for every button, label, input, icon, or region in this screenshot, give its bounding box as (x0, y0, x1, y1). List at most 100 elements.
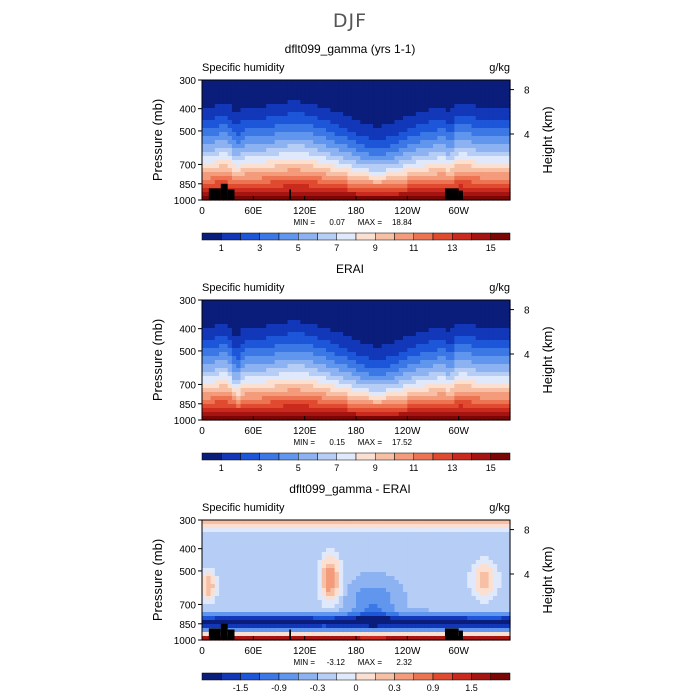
colorbar-label: 9 (373, 243, 378, 253)
colorbar-swatch (471, 672, 491, 681)
colorbar-swatch (221, 232, 241, 241)
stat-min-label: MIN = (293, 658, 315, 667)
stat-max-value: 2.32 (396, 658, 412, 667)
colorbar-label: 15 (486, 243, 496, 253)
colorbar-label: 1.5 (465, 683, 478, 693)
topography-block (458, 190, 463, 200)
colorbar-swatch (317, 452, 337, 461)
colorbar-label: 11 (409, 243, 418, 253)
pressure-tick-label: 400 (179, 545, 196, 556)
colorbar-label: 7 (334, 463, 339, 473)
colorbar-swatch (317, 672, 337, 681)
y-axis-right-label: Height (km) (540, 326, 555, 393)
colorbar-swatch (259, 672, 280, 681)
topography-block (208, 188, 221, 200)
lon-tick-label: 60E (244, 206, 262, 217)
colorbar-swatch (432, 452, 453, 461)
height-tick-label: 4 (524, 570, 530, 581)
colorbar-swatch (452, 452, 472, 461)
colorbar-label: -0.9 (271, 683, 287, 693)
stat-max-label: MAX = (358, 658, 383, 667)
colorbar-swatch (413, 452, 434, 461)
pressure-tick-label: 400 (179, 105, 196, 116)
height-tick-label: 8 (524, 526, 530, 537)
pressure-tick-label: 1000 (174, 196, 197, 207)
colorbar-swatch (298, 232, 318, 241)
pressure-tick-label: 1000 (174, 636, 197, 647)
stat-max-label: MAX = (358, 218, 383, 227)
pressure-tick-label: 300 (179, 76, 196, 87)
colorbar-swatch (375, 672, 395, 681)
topography-block (208, 628, 221, 640)
lon-tick-label: 120W (394, 206, 421, 217)
colorbar-swatch (278, 452, 299, 461)
colorbar-label: 0.9 (427, 683, 440, 693)
colorbar-swatch (471, 452, 491, 461)
y-axis-label: Pressure (mb) (150, 539, 165, 621)
colorbar-label: 1 (219, 243, 224, 253)
colorbar: 1 3 5 7 9 11 13 15 (201, 452, 511, 473)
stat-min-value: 0.15 (329, 438, 345, 447)
units-label: g/kg (489, 282, 510, 294)
lon-tick-label: 60E (244, 426, 262, 437)
topography-block (458, 630, 463, 640)
panel-1: dflt099_gamma (yrs 1-1)Specific humidity… (150, 42, 555, 253)
lon-tick-label: 180 (348, 206, 365, 217)
colorbar-label: 7 (334, 243, 339, 253)
field-raster (202, 300, 511, 421)
stat-min-label: MIN = (293, 438, 315, 447)
colorbar-swatch (278, 672, 299, 681)
colorbar-swatch (490, 672, 511, 681)
colorbar-swatch (201, 672, 222, 681)
colorbar-swatch (394, 672, 414, 681)
stat-max-value: 17.52 (392, 438, 413, 447)
colorbar-swatch (375, 232, 395, 241)
height-tick-label: 4 (524, 130, 530, 141)
pressure-tick-label: 700 (179, 380, 196, 391)
pressure-tick-label: 850 (179, 620, 196, 631)
units-label: g/kg (489, 502, 510, 514)
panel-title: dflt099_gamma - ERAI (289, 482, 410, 496)
stat-min-value: 0.07 (329, 218, 345, 227)
colorbar-label: 0 (353, 683, 358, 693)
lon-tick-label: 120E (293, 646, 317, 657)
colorbar-swatch (375, 452, 395, 461)
y-axis-right-label: Height (km) (540, 106, 555, 173)
topography (208, 183, 463, 200)
stat-min-label: MIN = (293, 218, 315, 227)
colorbar-swatch (259, 232, 280, 241)
colorbar-swatch (336, 232, 357, 241)
colorbar-swatch (432, 232, 453, 241)
figure-title: DJF (332, 10, 368, 32)
colorbar-swatch (240, 672, 260, 681)
lon-tick-label: 120W (394, 426, 421, 437)
field-label: Specific humidity (202, 62, 285, 74)
y-axis-label: Pressure (mb) (150, 99, 165, 181)
topography-block (289, 189, 291, 200)
lon-tick-label: 0 (199, 426, 205, 437)
colorbar-label: 3 (257, 463, 262, 473)
topography-block (227, 189, 235, 200)
pressure-tick-label: 500 (179, 567, 196, 578)
colorbar-swatch (490, 452, 511, 461)
colorbar-label: 13 (447, 463, 457, 473)
colorbar-label: 3 (257, 243, 262, 253)
colorbar-swatch (201, 452, 222, 461)
pressure-tick-label: 700 (179, 160, 196, 171)
pressure-tick-label: 850 (179, 180, 196, 191)
colorbar-swatch (432, 672, 453, 681)
panel-3: dflt099_gamma - ERAI Specific humidity g/k… (150, 482, 555, 693)
lon-tick-label: 0 (199, 646, 205, 657)
stat-max-label: MAX = (358, 438, 383, 447)
lon-tick-label: 120E (293, 426, 317, 437)
panel-title: ERAI (336, 262, 364, 276)
lon-tick-label: 60W (448, 646, 469, 657)
colorbar-swatch (278, 232, 299, 241)
topography-block (444, 188, 459, 200)
colorbar-swatch (355, 672, 376, 681)
y-axis-label: Pressure (mb) (150, 319, 165, 401)
units-label: g/kg (489, 62, 510, 74)
lon-tick-label: 0 (199, 206, 205, 217)
